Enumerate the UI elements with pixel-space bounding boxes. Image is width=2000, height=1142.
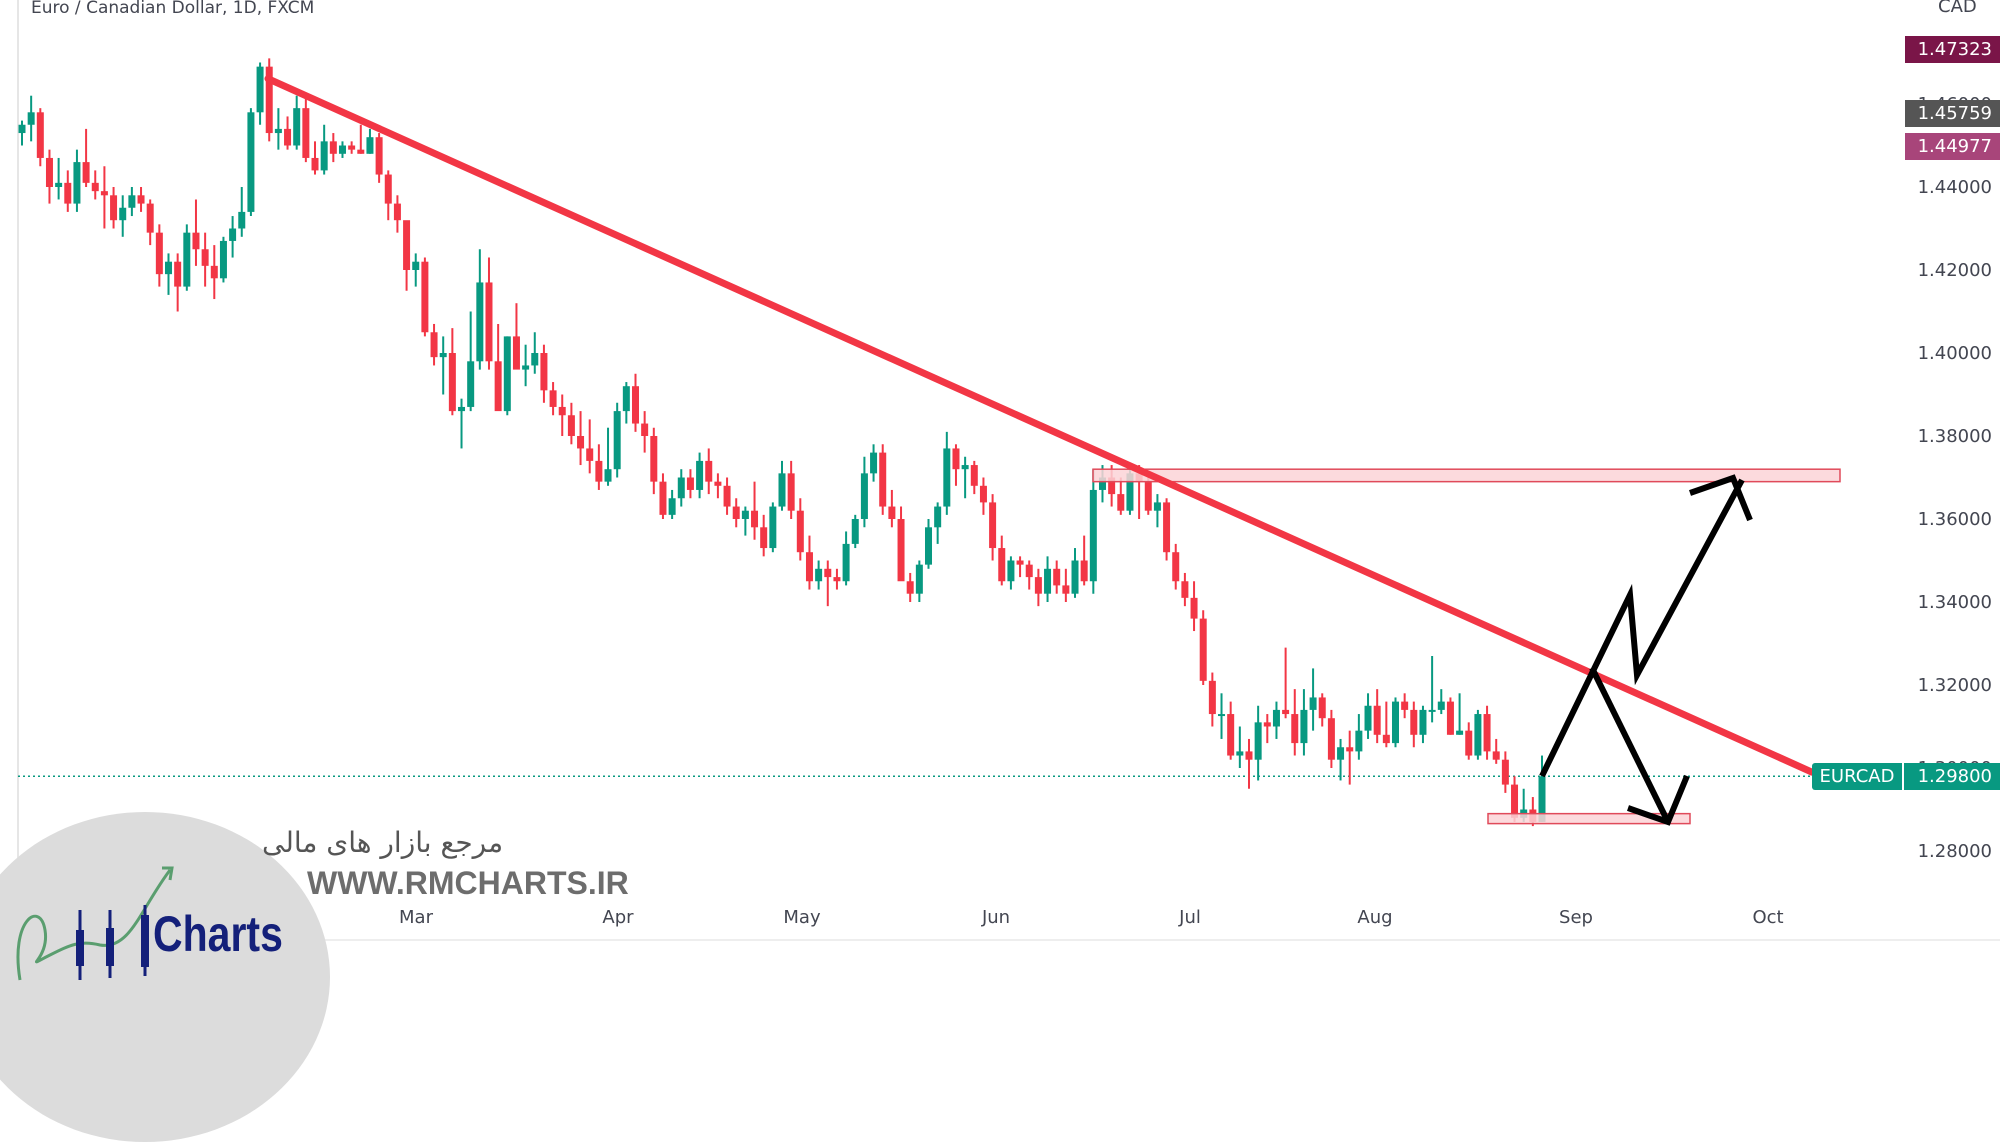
time-tick: Aug	[1357, 907, 1392, 928]
watermark-url[interactable]: WWW.RMCHARTS.IR	[307, 865, 629, 901]
price-tick: 1.34000	[1918, 592, 1992, 613]
time-tick: Apr	[602, 907, 634, 928]
time-tick: Sep	[1559, 907, 1593, 928]
descending-trendline[interactable]	[264, 75, 1816, 776]
arrow-up-head-icon	[1689, 474, 1753, 522]
logo-text: Charts	[153, 906, 283, 962]
price-tag-high: 1.47323	[1905, 36, 2000, 63]
time-tick: May	[783, 907, 821, 928]
time-tick: Mar	[399, 907, 434, 928]
resistance-zone[interactable]	[1092, 468, 1841, 483]
currency-label: CAD	[1938, 0, 1977, 17]
arrow-down-head-icon	[1627, 774, 1690, 826]
price-tick: 1.32000	[1918, 675, 1992, 696]
time-tick: Oct	[1752, 907, 1783, 928]
projection-bearish-arrow[interactable]	[1589, 666, 1671, 824]
rm-logo-mark-icon	[16, 866, 174, 981]
price-tag-mid: 1.45759	[1905, 100, 2000, 127]
price-tag-low: 1.44977	[1905, 133, 2000, 160]
price-tick: 1.38000	[1918, 426, 1992, 447]
watermark-persian: مرجع بازار های مالی	[262, 826, 504, 859]
price-tick: 1.42000	[1918, 260, 1992, 281]
projection-bullish-arrow[interactable]	[1539, 478, 1745, 778]
last-price-tag: 1.29800	[1904, 763, 2000, 790]
candlestick-series	[18, 58, 1546, 827]
time-tick: Jul	[1178, 907, 1201, 928]
chart-canvas[interactable]: 1.460001.440001.420001.400001.380001.360…	[0, 0, 2000, 1000]
symbol-tag: EURCAD	[1812, 763, 1902, 790]
price-tick: 1.36000	[1918, 509, 1992, 530]
time-tick: Jun	[981, 907, 1010, 928]
chart-title: Euro / Canadian Dollar, 1D, FXCM	[31, 0, 315, 18]
price-tick: 1.44000	[1918, 177, 1992, 198]
price-tick: 1.40000	[1918, 343, 1992, 364]
price-axis[interactable]: 1.460001.440001.420001.400001.380001.360…	[1918, 94, 1992, 862]
price-tick: 1.28000	[1918, 841, 1992, 862]
support-zone[interactable]	[1487, 812, 1691, 825]
time-axis[interactable]: Mar Apr May Jun Jul Aug Sep Oct	[399, 907, 1784, 928]
